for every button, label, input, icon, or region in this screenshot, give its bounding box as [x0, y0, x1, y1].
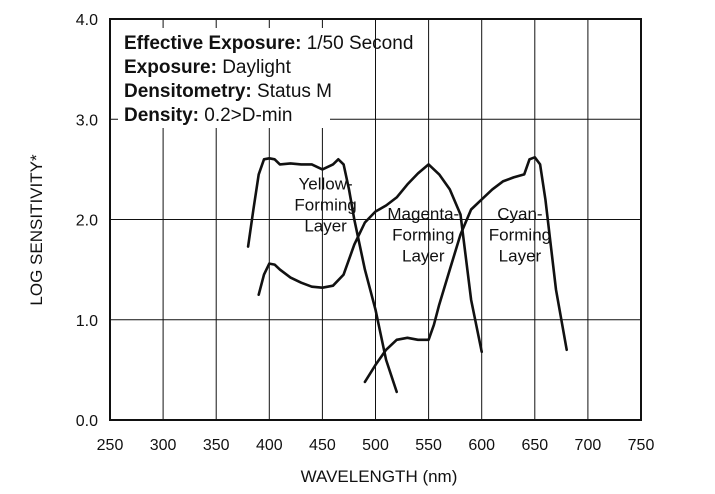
info-box-background	[118, 28, 330, 128]
info-line-densitometry: Densitometry: Status M	[124, 81, 332, 102]
curve-label-line: Yellow-	[298, 174, 352, 193]
curve-label-line: Forming	[294, 195, 356, 214]
yellow-forming-layer-curve	[246, 157, 399, 394]
x-tick-label: 700	[575, 437, 602, 454]
magenta-forming-layer-curve	[257, 163, 484, 354]
curve-label-line: Cyan-	[497, 205, 542, 224]
info-label: Density:	[124, 105, 199, 126]
y-tick-label: 3.0	[76, 112, 98, 129]
curve-label-line: Forming	[489, 226, 551, 245]
x-tick-labels: 250 300 350 400 450 500 550 600 650 700 750	[97, 437, 655, 454]
x-tick-label: 550	[415, 437, 442, 454]
x-tick-label: 300	[150, 437, 177, 454]
x-tick-label: 500	[362, 437, 389, 454]
x-tick-label: 250	[97, 437, 124, 454]
curve-label-line: Layer	[402, 247, 445, 266]
info-line-exposure: Exposure: Daylight	[124, 57, 292, 78]
y-tick-label: 1.0	[76, 313, 98, 330]
x-tick-label: 350	[203, 437, 230, 454]
curve-label-line: Layer	[304, 216, 347, 235]
info-value: Daylight	[222, 57, 291, 78]
info-value: 1/50 Second	[307, 33, 414, 54]
yellow-forming-layer-label: Yellow- Forming Layer	[294, 174, 356, 235]
info-label: Densitometry:	[124, 81, 252, 102]
info-value: 0.2>D-min	[204, 105, 292, 126]
x-tick-label: 750	[628, 437, 655, 454]
info-line-exposure-time: Effective Exposure: 1/50 Second	[124, 33, 413, 54]
curve-label-line: Magenta-	[387, 205, 459, 224]
y-axis-title: LOG SENSITIVITY*	[27, 154, 46, 306]
magenta-forming-layer-label: Magenta- Forming Layer	[387, 205, 459, 266]
y-tick-label: 2.0	[76, 213, 98, 230]
x-tick-label: 600	[468, 437, 495, 454]
x-tick-label: 650	[521, 437, 548, 454]
x-axis-title: WAVELENGTH (nm)	[301, 467, 458, 486]
info-label: Effective Exposure:	[124, 33, 301, 54]
curve-label-line: Forming	[392, 226, 454, 245]
y-tick-labels: 0.0 1.0 2.0 3.0 4.0	[76, 12, 98, 430]
x-tick-label: 400	[256, 437, 283, 454]
curves	[246, 156, 569, 394]
x-tick-label: 450	[309, 437, 336, 454]
info-box: Effective Exposure: 1/50 Second Exposure…	[124, 33, 413, 126]
y-tick-label: 4.0	[76, 12, 98, 29]
info-value: Status M	[257, 81, 332, 102]
curve-label-line: Layer	[499, 247, 542, 266]
plot-frame	[109, 18, 642, 421]
cyan-forming-layer-curve	[363, 156, 569, 384]
info-label: Exposure:	[124, 57, 217, 78]
info-line-density: Density: 0.2>D-min	[124, 105, 292, 126]
cyan-forming-layer-label: Cyan- Forming Layer	[489, 205, 551, 266]
y-tick-label: 0.0	[76, 413, 98, 430]
